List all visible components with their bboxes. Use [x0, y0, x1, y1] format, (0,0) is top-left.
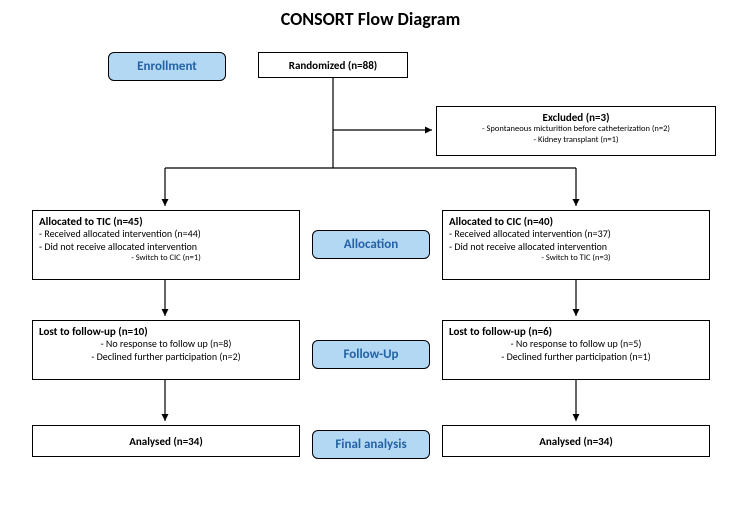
diagram-title: CONSORT Flow Diagram: [0, 8, 741, 30]
cic-lost-line2: - Declined further participation (n=1): [449, 351, 703, 364]
box-cic-lost: Lost to follow-up (n=6) - No response to…: [442, 320, 710, 380]
stage-followup: Follow-Up: [312, 340, 430, 369]
tic-lost-line2: - Declined further participation (n=2): [39, 351, 293, 364]
excluded-heading: Excluded (n=3): [443, 111, 709, 124]
stage-enrollment: Enrollment: [108, 52, 226, 81]
tic-alloc-line2: - Did not receive allocated intervention: [39, 241, 293, 254]
stage-allocation: Allocation: [312, 230, 430, 259]
tic-lost-line1: - No response to follow up (n=8): [39, 338, 293, 351]
tic-alloc-line1: - Received allocated intervention (n=44): [39, 228, 293, 241]
cic-alloc-line2: - Did not receive allocated intervention: [449, 241, 703, 254]
cic-analysed-heading: Analysed (n=34): [539, 435, 613, 448]
stage-analysis: Final analysis: [312, 430, 430, 459]
box-excluded: Excluded (n=3) - Spontaneous micturition…: [436, 106, 716, 156]
box-randomized: Randomized (n=88): [258, 52, 408, 78]
box-tic-alloc: Allocated to TIC (n=45) - Received alloc…: [32, 210, 300, 280]
tic-alloc-line3: - Switch to CIC (n=1): [39, 253, 293, 264]
box-cic-analysed: Analysed (n=34): [442, 425, 710, 457]
cic-lost-line1: - No response to follow up (n=5): [449, 338, 703, 351]
randomized-heading: Randomized (n=88): [289, 59, 377, 72]
box-tic-analysed: Analysed (n=34): [32, 425, 300, 457]
excluded-line1: - Spontaneous micturition before cathete…: [443, 124, 709, 135]
box-cic-alloc: Allocated to CIC (n=40) - Received alloc…: [442, 210, 710, 280]
tic-analysed-heading: Analysed (n=34): [129, 435, 203, 448]
excluded-line2: - Kidney transplant (n=1): [443, 135, 709, 146]
cic-alloc-line3: - Switch to TIC (n=3): [449, 253, 703, 264]
box-tic-lost: Lost to follow-up (n=10) - No response t…: [32, 320, 300, 380]
cic-alloc-line1: - Received allocated intervention (n=37): [449, 228, 703, 241]
